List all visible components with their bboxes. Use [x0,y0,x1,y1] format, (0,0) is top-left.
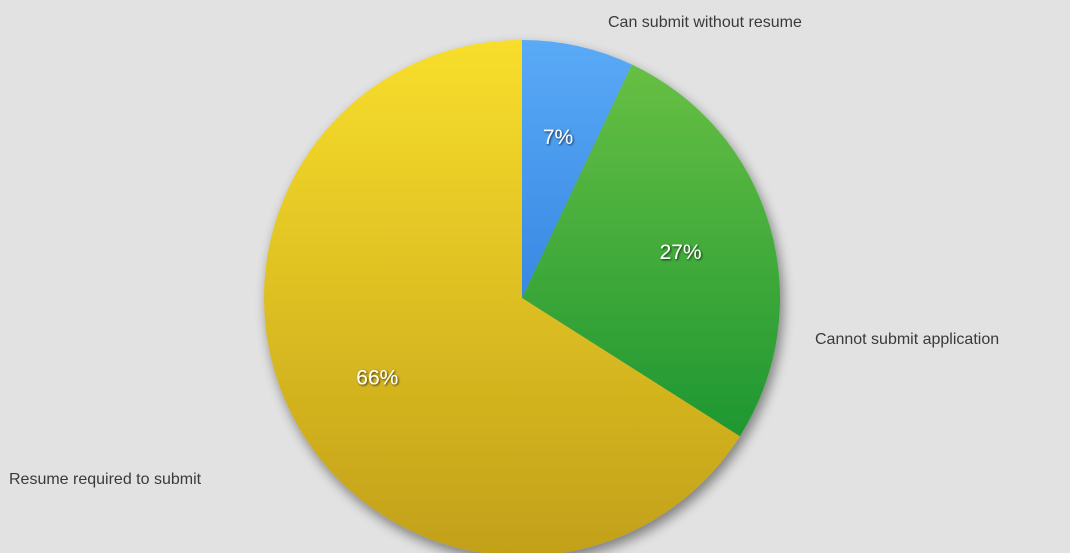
slice-percent-label-1: 27% [660,241,702,264]
slice-category-label-0: Can submit without resume [608,14,802,31]
slice-category-label-1: Cannot submit application [815,331,999,348]
pie-slice-0 [522,40,632,298]
slice-category-label-2: Resume required to submit [9,471,202,488]
slice-percent-label-2: 66% [356,367,398,390]
slice-percent-label-0: 7% [543,126,573,149]
pie-slice-1 [522,64,781,437]
pie-slice-2 [264,40,740,553]
